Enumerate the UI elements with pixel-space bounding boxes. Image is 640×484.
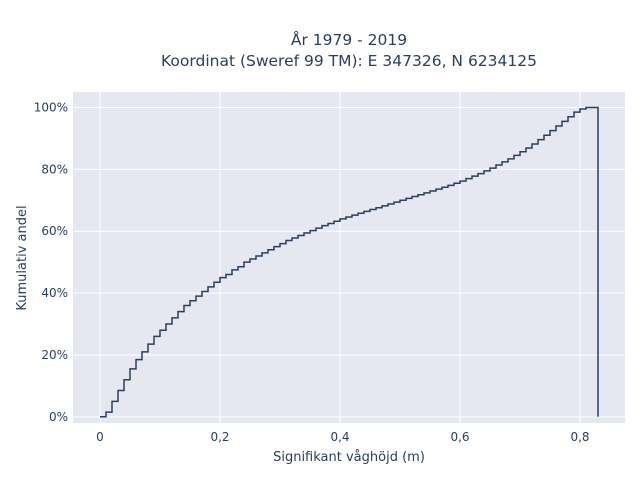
series-layer <box>100 106 599 418</box>
tick-labels: 0 0,2 0,4 0,6 0,8 0% 20% 40% 60% 80% 100% <box>34 100 590 444</box>
y-axis-title: Kumulativ andel <box>15 205 30 310</box>
cumulative-step-line <box>100 106 599 418</box>
x-axis-title: Signifikant våghöjd (m) <box>273 450 425 465</box>
y-tick-label: 60% <box>41 224 68 238</box>
y-tick-label: 80% <box>41 162 68 176</box>
chart-title-line-1: År 1979 - 2019 <box>291 30 407 49</box>
x-tick-label: 0,8 <box>570 430 589 444</box>
y-tick-label: 40% <box>41 286 68 300</box>
chart-title-line-2: Koordinat (Sweref 99 TM): E 347326, N 62… <box>161 52 537 70</box>
grid <box>73 92 625 423</box>
plot-area <box>73 92 625 423</box>
x-tick-label: 0,6 <box>450 430 469 444</box>
x-tick-label: 0,2 <box>210 430 229 444</box>
y-tick-label: 20% <box>41 348 68 362</box>
y-tick-label: 0% <box>49 410 68 424</box>
x-tick-label: 0,4 <box>330 430 349 444</box>
y-tick-label: 100% <box>34 100 68 114</box>
x-tick-label: 0 <box>96 430 104 444</box>
